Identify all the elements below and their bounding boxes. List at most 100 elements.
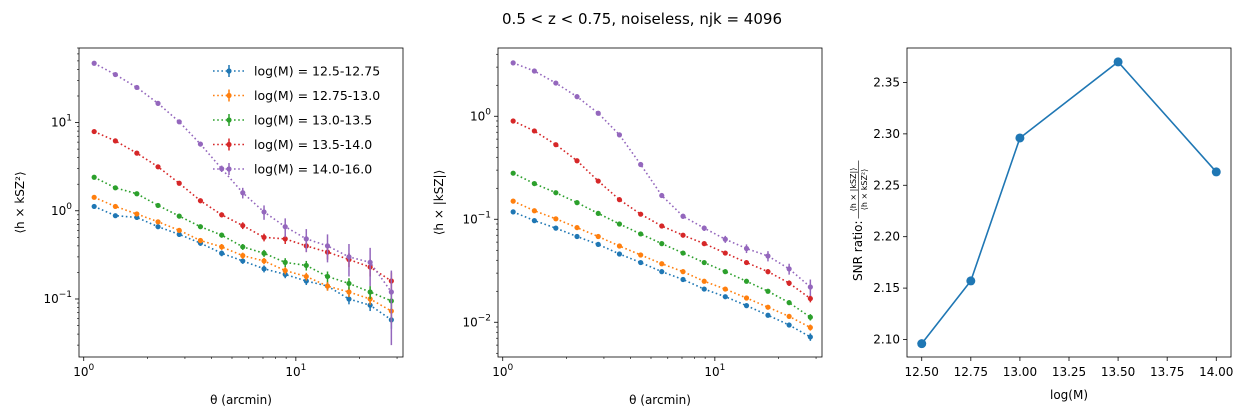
data-point	[638, 161, 644, 168]
legend-marker	[226, 92, 232, 99]
data-point	[303, 262, 309, 269]
y-axis-label: SNR ratio:	[851, 221, 865, 281]
legend-marker	[226, 68, 232, 74]
x-tick-label: 12.75	[954, 365, 988, 379]
legend-label: log(M) = 13.0-13.5	[254, 113, 372, 128]
data-point	[722, 236, 728, 242]
data-point	[659, 223, 665, 229]
data-point	[701, 278, 707, 284]
data-point	[743, 295, 750, 301]
y-tick-label: 101	[51, 114, 72, 130]
plot-frame	[78, 47, 404, 358]
data-point	[346, 296, 352, 302]
data-point	[701, 259, 707, 266]
data-point	[240, 253, 246, 259]
data-point	[346, 280, 352, 287]
data-point	[282, 259, 288, 265]
data-point	[786, 313, 792, 320]
data-point	[680, 232, 686, 238]
data-point	[219, 232, 225, 238]
x-tick-label: 12.50	[905, 365, 939, 379]
legend-marker	[226, 166, 232, 172]
data-point	[155, 202, 161, 209]
data-point	[303, 273, 309, 280]
data-point	[240, 190, 246, 196]
data-point	[282, 236, 288, 242]
data-point	[786, 280, 792, 286]
plot-frame	[497, 47, 823, 358]
middle-panel: 100 101 10−2 10−1 100 θ (arcmin) ⟨h × |kSZ|⟩	[432, 47, 823, 407]
data-point	[553, 225, 559, 231]
data-point	[303, 236, 309, 242]
x-tick-label: 101	[704, 363, 725, 379]
data-point	[91, 194, 97, 200]
data-point	[91, 203, 97, 210]
data-point	[722, 250, 728, 256]
data-point	[176, 231, 182, 237]
data-point	[680, 250, 686, 256]
x-tick-label: 13.25	[1052, 365, 1086, 379]
y-axis-label-group: SNR ratio: ⟨h × |kSZ|⟩ ⟨h × kSZ²⟩	[849, 160, 869, 281]
legend-label: log(M) = 13.5-14.0	[254, 137, 372, 152]
data-point	[807, 314, 813, 320]
data-point	[240, 258, 246, 264]
x-tick-label: 100	[73, 363, 94, 379]
data-point	[807, 284, 813, 290]
y-tick-label: 100	[51, 202, 72, 218]
data-point	[282, 267, 288, 274]
data-point	[346, 254, 352, 260]
data-point	[659, 241, 665, 247]
data-point	[134, 84, 140, 91]
y-tick-label: 2.35	[873, 75, 900, 89]
data-point	[616, 132, 623, 138]
data-point	[786, 300, 792, 306]
data-point	[367, 259, 373, 265]
data-point	[807, 324, 813, 331]
data-point	[155, 219, 161, 225]
x-tick-label: 13.00	[1003, 365, 1037, 379]
data-point	[531, 68, 537, 74]
data-point	[807, 295, 813, 302]
data-point	[531, 208, 537, 214]
data-point	[659, 269, 665, 275]
data-point	[595, 233, 601, 240]
series-line	[512, 211, 811, 338]
y-tick-label: 2.30	[873, 127, 900, 141]
data-point	[722, 269, 728, 275]
data-point	[197, 237, 204, 244]
data-point	[510, 209, 516, 215]
data-point	[765, 312, 771, 318]
data-point	[722, 294, 728, 300]
data-point	[219, 250, 225, 256]
data-point	[155, 100, 161, 106]
data-point	[388, 289, 394, 295]
y-tick-label: 2.20	[873, 230, 900, 244]
data-point	[553, 190, 559, 196]
data-point	[303, 278, 309, 284]
data-point	[765, 253, 771, 259]
data-point	[743, 278, 750, 284]
data-point	[574, 94, 580, 100]
x-tick-label: 13.50	[1101, 365, 1135, 379]
data-point	[367, 289, 373, 295]
data-point	[346, 289, 352, 295]
data-point	[112, 185, 118, 191]
data-point	[134, 191, 140, 197]
data-point	[510, 60, 516, 66]
data-point	[531, 128, 537, 134]
data-point	[701, 225, 707, 231]
data-point	[807, 334, 813, 340]
data-point	[197, 141, 204, 147]
data-point	[261, 234, 267, 240]
data-point	[638, 252, 644, 258]
legend-label: log(M) = 12.5-12.75	[254, 64, 380, 79]
data-point	[91, 60, 97, 66]
figure-title: 0.5 < z < 0.75, noiseless, njk = 4096	[502, 10, 782, 28]
data-point	[574, 233, 580, 240]
plot-frame	[906, 47, 1232, 358]
data-point	[510, 198, 516, 204]
data-point	[659, 261, 665, 267]
y-axis-label-denominator: ⟨h × kSZ²⟩	[860, 169, 869, 211]
data-point	[112, 213, 118, 219]
data-point	[701, 286, 707, 292]
